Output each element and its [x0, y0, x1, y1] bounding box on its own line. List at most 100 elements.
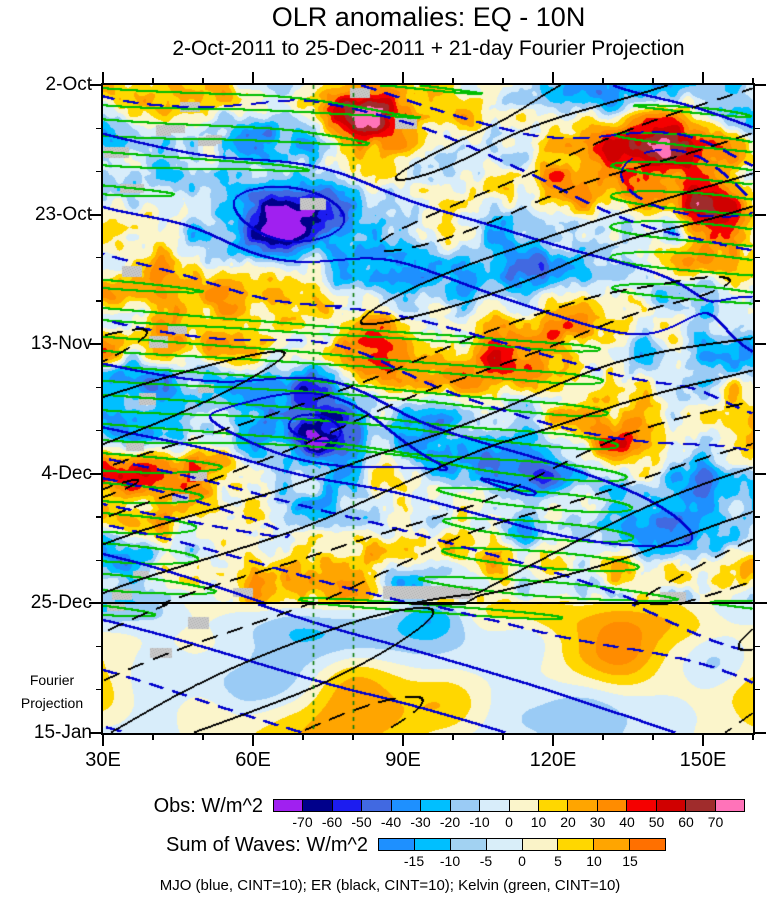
plot-frame	[101, 83, 755, 735]
y-axis-right-major-tick	[753, 213, 766, 216]
colorbar-segment	[508, 800, 538, 811]
obs-colorbar	[273, 799, 745, 812]
colorbar-tick-label: 40	[619, 814, 635, 830]
x-axis-minor-tick	[202, 733, 204, 740]
colorbar-segment	[537, 800, 568, 811]
fourier-note-line1: Fourier	[29, 672, 75, 688]
x-axis-minor-tick	[352, 733, 354, 740]
x-axis-major-tick	[702, 733, 704, 746]
x-axis-top-minor-tick	[302, 78, 304, 85]
y-axis-right-major-tick	[753, 472, 766, 475]
colorbar-tick-label: -10	[469, 814, 490, 830]
x-axis-top-major-tick	[402, 72, 404, 85]
colorbar-segment	[655, 800, 686, 811]
colorbar-tick-label: -20	[439, 814, 461, 830]
y-axis-right-minor-tick	[753, 127, 760, 129]
y-axis-right-minor-tick	[753, 559, 760, 561]
colorbar-tick-label: -70	[292, 814, 313, 830]
y-axis-right-minor-tick	[753, 689, 760, 691]
colorbar-segment	[629, 839, 665, 850]
colorbar-segment	[714, 800, 744, 811]
y-axis-major-tick	[90, 472, 103, 475]
colorbar-segment	[361, 800, 391, 811]
y-axis-major-tick	[90, 343, 103, 346]
colorbar-tick-label: 0	[505, 814, 513, 830]
x-axis-major-tick	[552, 733, 554, 746]
colorbar-segment	[390, 800, 421, 811]
chart-title: OLR anomalies: EQ - 10N	[271, 2, 586, 32]
colorbar-tick-label: -60	[321, 814, 343, 830]
obs-colorbar-label: Obs: W/m^2	[153, 795, 263, 817]
y-axis-minor-tick	[96, 559, 103, 561]
x-axis-tick-label: 60E	[235, 749, 271, 771]
colorbar-tick-label: -5	[479, 853, 493, 869]
y-axis-minor-tick	[96, 429, 103, 432]
x-axis-top-minor-tick	[602, 78, 604, 85]
y-axis-right-minor-tick	[753, 257, 760, 259]
colorbar-segment	[274, 800, 303, 811]
x-axis-minor-tick	[452, 733, 454, 740]
y-axis-minor-tick	[96, 645, 103, 648]
colorbar-segment	[521, 839, 558, 850]
x-axis-tick-label: 120E	[529, 749, 577, 771]
colorbar-tick-label: 70	[707, 814, 724, 830]
y-axis-right-minor-tick	[753, 516, 760, 518]
colorbar-tick-label: 5	[554, 853, 562, 869]
x-axis-top-major-tick	[252, 72, 254, 85]
y-axis-right-minor-tick	[753, 300, 760, 302]
y-axis-tick-label: 25-Dec	[30, 592, 92, 614]
colorbar-segment	[596, 800, 627, 811]
y-axis-right-major-tick	[753, 732, 766, 734]
colorbar-segment	[449, 800, 480, 811]
colorbar-segment	[331, 800, 362, 811]
hovmoller-field-canvas	[103, 85, 753, 733]
y-axis-right-minor-tick	[753, 429, 760, 432]
y-axis-major-tick	[90, 213, 103, 216]
colorbar-segment	[413, 839, 450, 850]
x-axis-top-minor-tick	[652, 78, 654, 85]
y-axis-right-major-tick	[753, 343, 766, 346]
colorbar-segment	[685, 800, 715, 811]
y-axis-right-major-tick	[753, 84, 766, 86]
x-axis-top-major-tick	[552, 72, 554, 85]
y-axis-right-minor-tick	[753, 645, 760, 648]
colorbar-tick-label: 15	[622, 853, 638, 869]
colorbar-tick-label: 50	[648, 814, 665, 830]
y-axis-minor-tick	[96, 300, 103, 302]
colorbar-tick-label: 60	[678, 814, 694, 830]
x-axis-top-minor-tick	[752, 78, 754, 85]
y-axis-right-minor-tick	[753, 386, 760, 389]
colorbar-segment	[479, 800, 509, 811]
y-axis-tick-label: 4-Dec	[41, 462, 92, 484]
y-axis-major-tick	[90, 84, 103, 86]
colorbar-tick-label: -10	[439, 853, 461, 869]
x-axis-tick-label: 150E	[679, 749, 727, 771]
x-axis-major-tick	[402, 733, 404, 746]
colorbar-tick-label: 30	[589, 814, 606, 830]
colorbar-tick-label: -15	[403, 853, 425, 869]
x-axis-top-major-tick	[102, 72, 104, 85]
colorbar-segment	[379, 839, 414, 850]
y-axis-minor-tick	[96, 386, 103, 389]
x-axis-minor-tick	[302, 733, 304, 740]
x-axis-tick-label: 90E	[385, 749, 421, 771]
colorbar-segment	[626, 800, 656, 811]
y-axis-major-tick	[90, 732, 103, 734]
x-axis-top-minor-tick	[502, 78, 504, 85]
contour-legend-text: MJO (blue, CINT=10); ER (black, CINT=10)…	[159, 877, 621, 894]
colorbar-tick-label: -50	[351, 814, 372, 830]
y-axis-right-minor-tick	[753, 170, 760, 173]
x-axis-top-major-tick	[702, 72, 704, 85]
y-axis-minor-tick	[96, 170, 103, 173]
colorbar-tick-label: 10	[586, 853, 602, 869]
colorbar-segment	[302, 800, 332, 811]
x-axis-minor-tick	[502, 733, 504, 740]
x-axis-top-minor-tick	[452, 78, 454, 85]
y-axis-minor-tick	[96, 516, 103, 518]
colorbar-segment	[449, 839, 486, 850]
colorbar-tick-label: 10	[530, 814, 547, 830]
obs-projection-boundary-line	[89, 602, 767, 604]
colorbar-tick-label: 0	[518, 853, 526, 869]
x-axis-major-tick	[102, 733, 104, 746]
